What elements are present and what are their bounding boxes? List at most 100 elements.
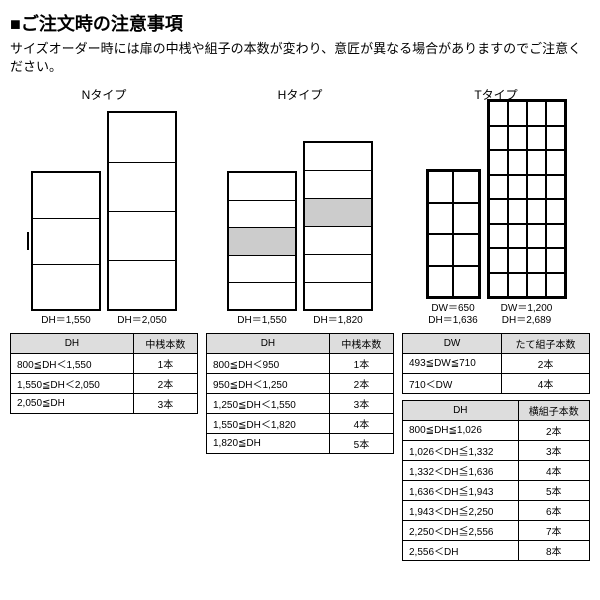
grid-cell	[546, 175, 565, 200]
grid-cell	[527, 224, 546, 249]
table-cell: 2,556＜DH	[403, 541, 519, 561]
table-row: 800≦DH＜1,5501本	[11, 354, 198, 374]
grid-cell	[546, 248, 565, 273]
grid-cell	[527, 126, 546, 151]
door-panel	[109, 162, 175, 211]
door-block: DW＝1,200 DH＝2,689	[487, 99, 567, 327]
grid-cell	[489, 273, 508, 298]
grid-cell	[508, 150, 527, 175]
door-wrap	[31, 171, 101, 311]
table-cell: 5本	[329, 434, 393, 454]
grid-cell	[489, 224, 508, 249]
table-row: 1,026＜DH≦1,3323本	[403, 441, 590, 461]
table-cell: 2本	[518, 421, 589, 441]
table-cell: 800≦DH≦1,026	[403, 421, 519, 441]
th: DW	[403, 334, 502, 354]
table-row: 493≦DW≦7102本	[403, 354, 590, 374]
table-cell: 2,250＜DH≦2,556	[403, 521, 519, 541]
grid-cell	[453, 203, 479, 235]
door-panel	[229, 200, 295, 227]
table-cell: 3本	[133, 394, 197, 414]
table-cell: 1,250≦DH＜1,550	[207, 394, 330, 414]
grid-cell	[428, 171, 454, 203]
door-panel	[305, 226, 371, 254]
table-row: 2,250＜DH≦2,5567本	[403, 521, 590, 541]
door-panel	[33, 173, 99, 218]
grid-cell	[489, 248, 508, 273]
grid-cell	[527, 150, 546, 175]
table-row: 1,550≦DH＜2,0502本	[11, 374, 198, 394]
table-cell: 950≦DH＜1,250	[207, 374, 330, 394]
table-cell: 1,943＜DH≦2,250	[403, 501, 519, 521]
grid-cell	[527, 199, 546, 224]
door-block: DW＝650 DH＝1,636	[426, 169, 481, 327]
grid-cell	[453, 266, 479, 298]
grid-cell	[489, 101, 508, 126]
table-cell: 8本	[518, 541, 589, 561]
grid-cell	[489, 175, 508, 200]
grid-cell	[527, 273, 546, 298]
door-panel	[109, 113, 175, 161]
door-block: DH＝1,550	[227, 171, 297, 327]
th: 中桟本数	[133, 334, 197, 354]
table-cell: 1,550≦DH＜1,820	[207, 414, 330, 434]
table-row: 1,636＜DH≦1,9435本	[403, 481, 590, 501]
door-panel	[229, 255, 295, 282]
doors-row-h: DH＝1,550 DH＝1,820	[206, 107, 394, 327]
grid-cell	[489, 150, 508, 175]
grid-cell	[453, 234, 479, 266]
door-panel	[305, 170, 371, 198]
page-subtitle: サイズオーダー時には扉の中桟や組子の本数が変わり、意匠が異なる場合がありますので…	[10, 40, 590, 76]
table-cell: 710＜DW	[403, 374, 502, 394]
col-h: Hタイプ DH＝1,550 DH＝1,820 DH 中桟本数 800≦DH＜950…	[206, 86, 394, 460]
th: DH	[11, 334, 134, 354]
door-handle	[27, 232, 29, 250]
type-label-h: Hタイプ	[206, 86, 394, 103]
doors-row-t: DW＝650 DH＝1,636 DW＝1,200 DH＝2,689	[402, 107, 590, 327]
table-row: 950≦DH＜1,2502本	[207, 374, 394, 394]
door-block: DH＝2,050	[107, 111, 177, 327]
grid-cell	[428, 266, 454, 298]
table-cell: 3本	[518, 441, 589, 461]
th: DH	[403, 401, 519, 421]
grid-cell	[489, 199, 508, 224]
table-row: 2,556＜DH8本	[403, 541, 590, 561]
type-columns: Nタイプ DH＝1,550 DH＝2,050 DH 中桟本数 800≦DH＜1,5…	[10, 86, 590, 567]
table-cell: 1,820≦DH	[207, 434, 330, 454]
table-row: 1,820≦DH5本	[207, 434, 394, 454]
door-panel	[33, 264, 99, 310]
door-block: DH＝1,820	[303, 141, 373, 327]
grid-cell	[508, 199, 527, 224]
door-caption: DW＝1,200 DH＝2,689	[501, 303, 553, 327]
door-caption: DH＝2,050	[117, 315, 166, 327]
th: DH	[207, 334, 330, 354]
table-cell: 1,332＜DH≦1,636	[403, 461, 519, 481]
th: 横組子本数	[518, 401, 589, 421]
door-wrap	[227, 171, 297, 311]
door-panel	[305, 143, 371, 170]
grid-door	[426, 169, 481, 299]
table-t-dw: DW たて組子本数 493≦DW≦7102本710＜DW4本	[402, 333, 590, 394]
door-wrap	[303, 141, 373, 311]
table-h: DH 中桟本数 800≦DH＜9501本950≦DH＜1,2502本1,250≦…	[206, 333, 394, 454]
table-cell: 4本	[502, 374, 590, 394]
table-cell: 5本	[518, 481, 589, 501]
grid-cell	[508, 273, 527, 298]
table-row: 1,250≦DH＜1,5503本	[207, 394, 394, 414]
door-caption: DW＝650 DH＝1,636	[428, 303, 477, 327]
page-title: ■ご注文時の注意事項	[10, 10, 590, 36]
doors-row-n: DH＝1,550 DH＝2,050	[10, 107, 198, 327]
grid-cell	[527, 248, 546, 273]
grid-cell	[546, 126, 565, 151]
col-n: Nタイプ DH＝1,550 DH＝2,050 DH 中桟本数 800≦DH＜1,5…	[10, 86, 198, 420]
table-cell: 2,050≦DH	[11, 394, 134, 414]
table-cell: 1,636＜DH≦1,943	[403, 481, 519, 501]
door-caption: DH＝1,550	[237, 315, 286, 327]
door-panel	[305, 282, 371, 310]
table-cell: 1,026＜DH≦1,332	[403, 441, 519, 461]
grid-cell	[508, 224, 527, 249]
door-block: DH＝1,550	[31, 171, 101, 327]
grid-cell	[508, 101, 527, 126]
type-label-n: Nタイプ	[10, 86, 198, 103]
col-t: Tタイプ DW＝650 DH＝1,636DW＝1,200 DH＝2,689 DW…	[402, 86, 590, 567]
